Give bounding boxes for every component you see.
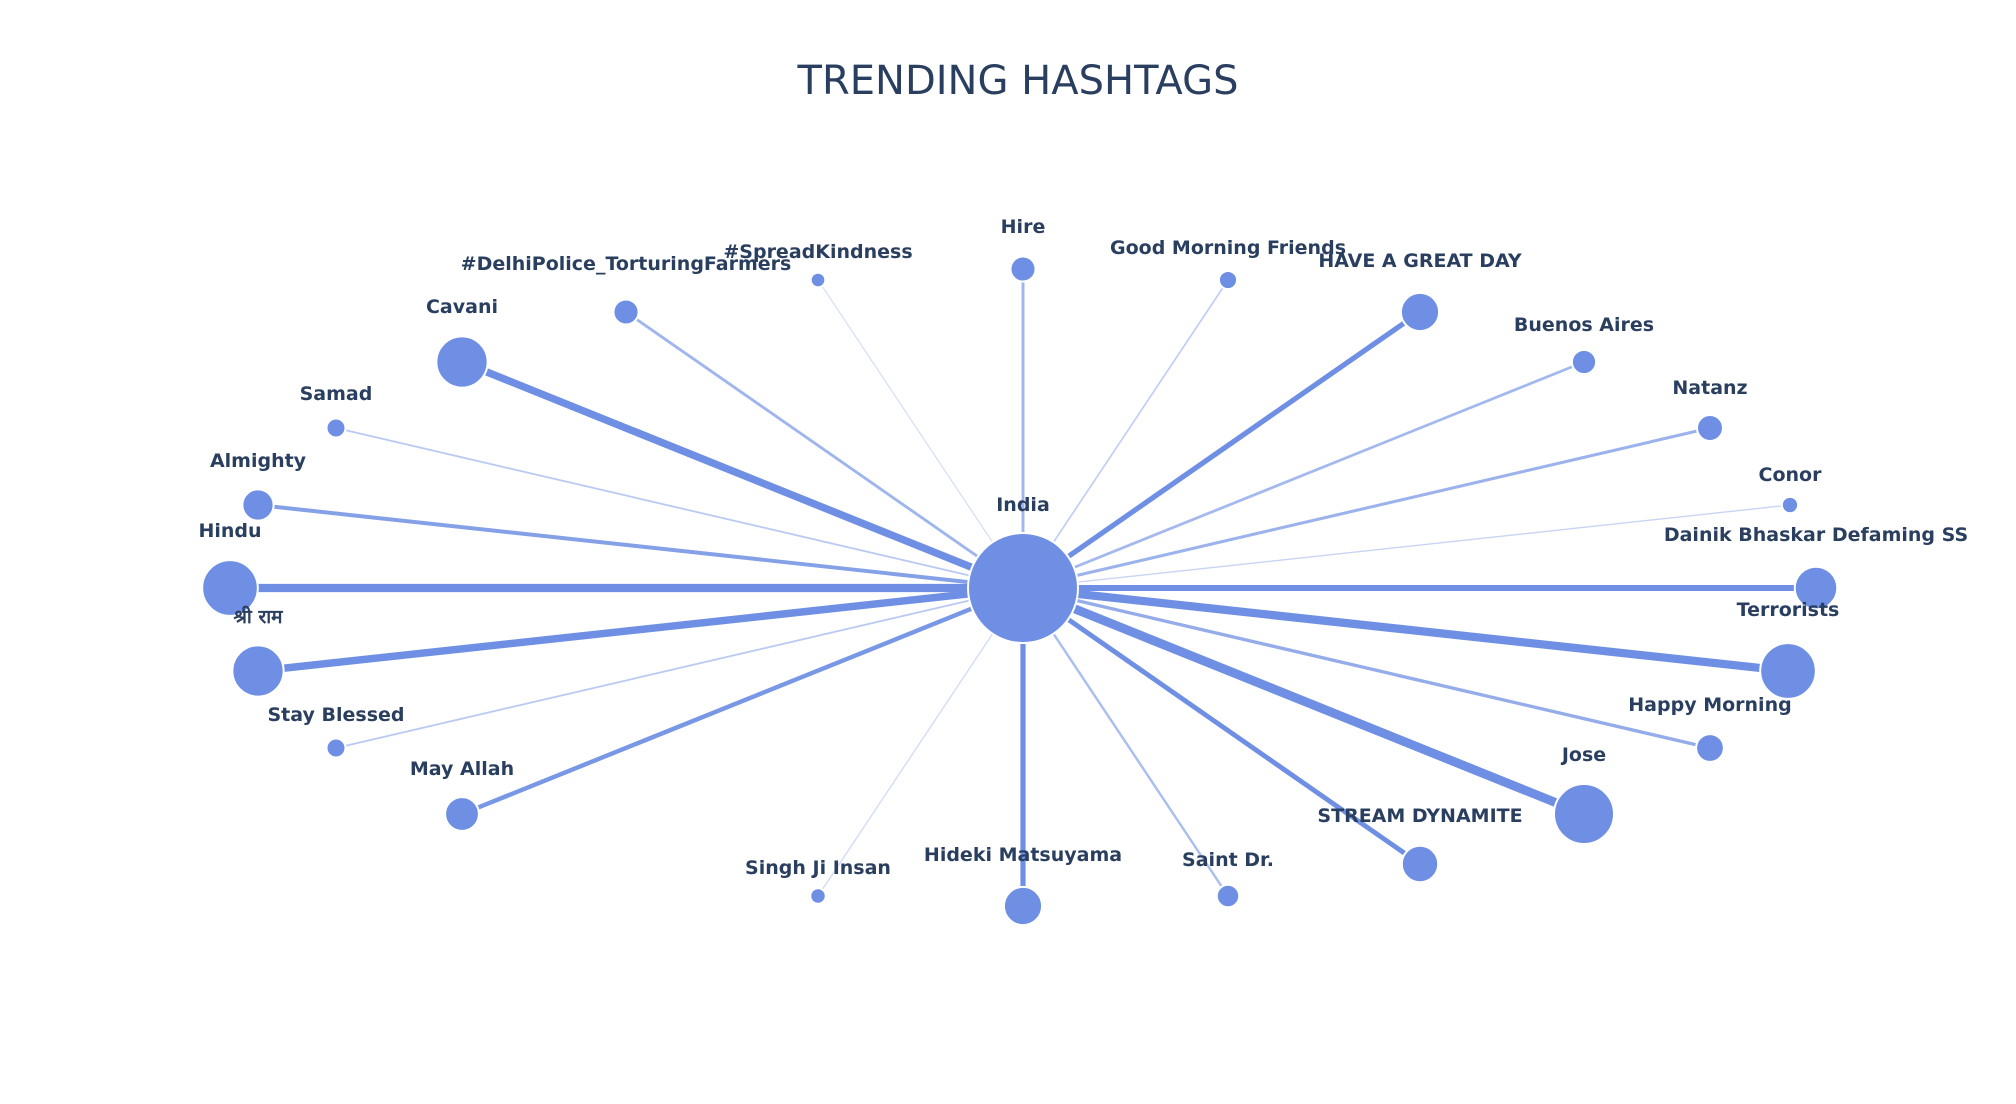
edge-14 (461, 585, 1024, 817)
edge-21 (625, 310, 1024, 590)
edge-7 (1022, 583, 1789, 676)
node-label-12: Hideki Matsuyama (924, 844, 1122, 866)
edge-5 (1022, 504, 1791, 589)
node-9[interactable] (1553, 783, 1615, 845)
node-label-17: Hindu (198, 520, 261, 542)
node-label-11: Saint Dr. (1182, 849, 1274, 871)
edge-3 (1022, 360, 1585, 590)
node-label-7: Terrorists (1737, 599, 1840, 621)
node-20[interactable] (435, 335, 489, 389)
edge-19 (335, 427, 1024, 589)
edge-10 (1021, 585, 1422, 867)
node-1[interactable] (1217, 269, 1239, 291)
edge-11 (1021, 587, 1230, 897)
edge-22 (817, 279, 1024, 589)
node-10[interactable] (1400, 844, 1440, 884)
node-label-3: Buenos Aires (1514, 314, 1654, 336)
node-4[interactable] (1696, 414, 1724, 442)
node-21[interactable] (612, 298, 640, 326)
node-5[interactable] (1780, 495, 1800, 515)
node-8[interactable] (1695, 733, 1725, 763)
node-label-2: HAVE A GREAT DAY (1318, 250, 1522, 272)
node-0[interactable] (1009, 255, 1037, 283)
edge-9 (1021, 583, 1586, 819)
node-label-15: Stay Blessed (268, 704, 405, 726)
node-label-10: STREAM DYNAMITE (1317, 805, 1522, 827)
node-label-9: Jose (1560, 744, 1606, 766)
node-label-8: Happy Morning (1628, 694, 1791, 716)
edges-layer (230, 269, 1816, 906)
node-22[interactable] (809, 271, 827, 289)
node-18[interactable] (241, 488, 275, 522)
node-12[interactable] (1002, 885, 1044, 927)
node-13[interactable] (809, 887, 827, 905)
node-label-20: Cavani (426, 296, 498, 318)
node-6[interactable] (1793, 565, 1839, 611)
node-label-14: May Allah (410, 758, 514, 780)
node-label-19: Samad (300, 383, 373, 405)
edge-15 (335, 587, 1024, 749)
node-2[interactable] (1399, 291, 1441, 333)
chart-title: TRENDING HASHTAGS (797, 58, 1239, 104)
edge-1 (1022, 279, 1229, 589)
node-11[interactable] (1215, 883, 1241, 909)
node-17[interactable] (201, 559, 259, 617)
node-19[interactable] (325, 417, 347, 439)
node-label-16: श्री राम (233, 605, 283, 628)
node-16[interactable] (231, 644, 285, 698)
node-label-6: Dainik Bhaskar Defaming SS (1664, 524, 1968, 546)
edge-4 (1022, 426, 1711, 590)
node-label-center: India (996, 494, 1050, 516)
edge-8 (1022, 586, 1711, 750)
node-14[interactable] (444, 796, 480, 832)
node-label-21: #DelhiPolice_TorturingFarmers (461, 253, 792, 275)
node-7[interactable] (1759, 642, 1817, 700)
node-3[interactable] (1570, 348, 1598, 376)
node-label-1: Good Morning Friends (1110, 237, 1346, 259)
edge-18 (257, 503, 1024, 590)
edge-13 (817, 587, 1024, 897)
node-center[interactable] (967, 532, 1079, 644)
node-label-4: Natanz (1672, 377, 1747, 399)
node-label-0: Hire (1001, 216, 1046, 238)
node-label-13: Singh Ji Insan (745, 857, 891, 879)
edge-2 (1021, 309, 1422, 591)
node-15[interactable] (325, 737, 347, 759)
edge-20 (460, 358, 1025, 592)
node-label-18: Almighty (210, 450, 307, 472)
nodes-layer (201, 255, 1839, 927)
edge-16 (257, 584, 1024, 675)
node-label-5: Conor (1759, 464, 1823, 486)
node-label-22: #SpreadKindness (723, 241, 912, 263)
